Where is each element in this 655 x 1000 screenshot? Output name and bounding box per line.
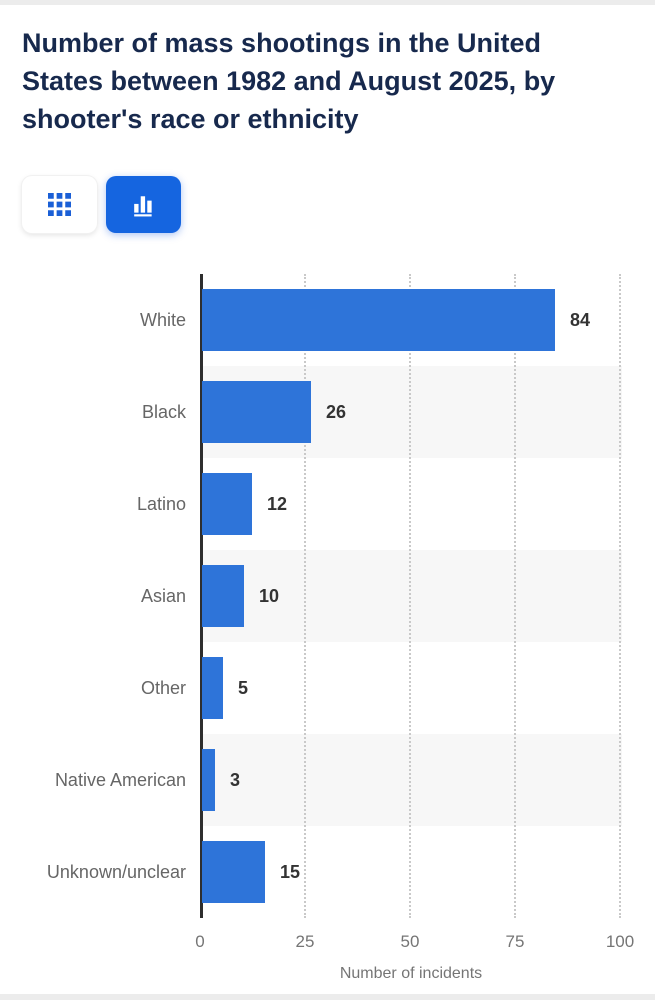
category-label: Black (141, 402, 186, 422)
chart-row: Native American 3 (0, 734, 655, 826)
label-gap (186, 458, 200, 550)
x-tick-label: 100 (605, 932, 635, 951)
bar[interactable] (202, 841, 265, 903)
table-view-button[interactable] (22, 176, 97, 233)
value-label: 12 (267, 494, 288, 514)
bar[interactable] (202, 289, 555, 351)
value-label: 26 (326, 402, 347, 422)
plot-cell: 15 (200, 826, 622, 918)
plot-cell: 10 (200, 550, 622, 642)
page-title-line: Number of mass shootings in the United (22, 28, 542, 58)
x-axis-title: Number of incidents (339, 965, 483, 982)
label-gap (186, 826, 200, 918)
plot-cell: 12 (200, 458, 622, 550)
value-label: 84 (570, 310, 591, 330)
x-axis: 0 25 50 75 100 (195, 932, 634, 956)
label-gap (186, 550, 200, 642)
chart-row: Asian 10 (0, 550, 655, 642)
value-label: 15 (280, 862, 301, 882)
label-gap (186, 274, 200, 366)
category-label: Native American (54, 770, 186, 790)
bar-chart: White 84 Black 26 Latino 12 Asian 10 Oth… (0, 274, 655, 1000)
label-gap (186, 642, 200, 734)
view-toggle-toolbar (22, 176, 181, 233)
bar[interactable] (202, 565, 244, 627)
value-label: 10 (259, 586, 280, 606)
x-tick-label: 0 (195, 932, 205, 951)
category-label: Asian (140, 586, 186, 606)
chart-view-button[interactable] (106, 176, 181, 233)
bar[interactable] (202, 473, 252, 535)
plot-cell: 3 (200, 734, 622, 826)
plot-cell: 26 (200, 366, 622, 458)
page-title-line: shooter's race or ethnicity (22, 104, 359, 134)
x-tick-label: 75 (505, 932, 525, 951)
plot-cell: 84 (200, 274, 622, 366)
category-label: Other (140, 678, 186, 698)
label-gap (186, 734, 200, 826)
chart-row: Latino 12 (0, 458, 655, 550)
chart-row: White 84 (0, 274, 655, 366)
category-label: Unknown/unclear (46, 862, 186, 882)
chart-row: Black 26 (0, 366, 655, 458)
value-label: 5 (238, 678, 249, 698)
x-tick-label: 50 (400, 932, 420, 951)
chart-row: Unknown/unclear 15 (0, 826, 655, 918)
label-gap (186, 366, 200, 458)
bar[interactable] (202, 749, 215, 811)
top-edge-divider (0, 0, 655, 5)
bar-chart-icon (132, 193, 156, 217)
plot-cell: 5 (200, 642, 622, 734)
value-label: 3 (230, 770, 241, 790)
grid-icon (48, 193, 71, 216)
page-title-line: States between 1982 and August 2025, by (22, 66, 556, 96)
bar[interactable] (202, 381, 311, 443)
chart-rows: White 84 Black 26 Latino 12 Asian 10 Oth… (0, 274, 655, 918)
chart-row: Other 5 (0, 642, 655, 734)
bottom-edge-divider (0, 994, 655, 1000)
category-label: White (139, 310, 186, 330)
category-label: Latino (136, 494, 186, 514)
bar[interactable] (202, 657, 223, 719)
x-tick-label: 25 (295, 932, 315, 951)
page-title: Number of mass shootings in the United S… (22, 24, 622, 138)
